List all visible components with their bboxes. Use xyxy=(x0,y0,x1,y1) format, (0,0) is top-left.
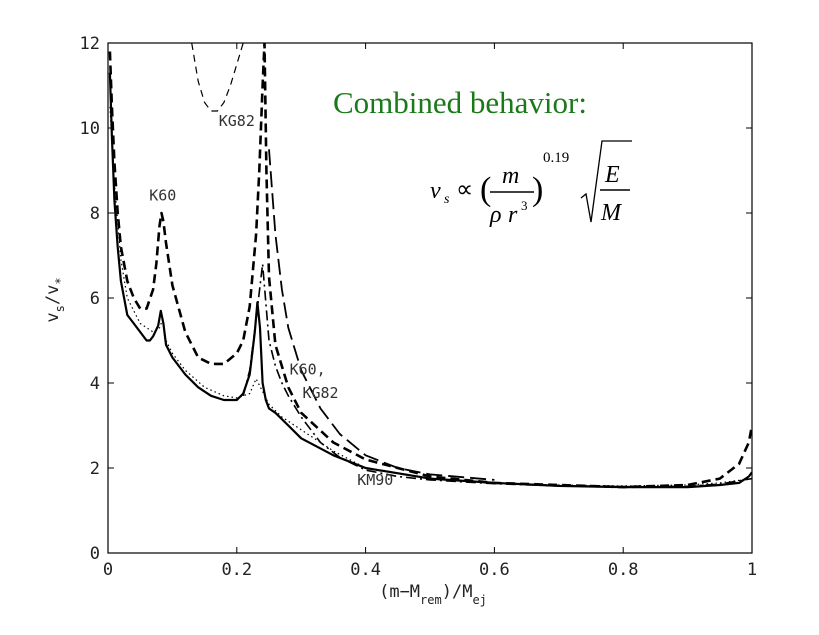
annotation-label: K60, xyxy=(290,361,326,379)
series-line-longdash xyxy=(268,149,495,481)
chart-title: Combined behavior: xyxy=(333,85,587,120)
series-line-dotted xyxy=(109,106,752,487)
annotation-layer: KG82 K60 K60, KG82 KM90 xyxy=(149,112,393,489)
y-tick-label: 4 xyxy=(90,374,100,394)
y-tick-label: 6 xyxy=(90,289,100,309)
y-axis-label-sub1: s xyxy=(53,305,67,312)
y-tick-label: 2 xyxy=(90,459,100,479)
x-axis-label-sub2: ej xyxy=(472,593,486,607)
annotation-label: KG82 xyxy=(302,384,338,402)
formula-relation: ∝ xyxy=(456,177,473,203)
formula-frac-r: r xyxy=(508,202,518,228)
formula-exponent: 0.19 xyxy=(543,150,569,166)
series-line-dashdot xyxy=(242,263,752,488)
y-tick-label: 12 xyxy=(80,34,100,54)
x-axis-label-prefix: (m−M xyxy=(379,582,420,602)
formula-frac-exp: 3 xyxy=(521,198,528,213)
annotation-label: KG82 xyxy=(219,112,255,130)
x-tick-label: 0.4 xyxy=(350,560,381,580)
formula-paren-open: ( xyxy=(480,171,491,208)
y-tick-label: 10 xyxy=(80,119,100,139)
x-axis-label-sub1: rem xyxy=(420,593,442,607)
formula: v s ∝ ( m ρ r 3 ) 0.19 E M xyxy=(430,140,632,228)
series-layer xyxy=(108,43,752,489)
y-axis-label-sub2: * xyxy=(53,277,67,284)
y-tick-label: 0 xyxy=(90,544,100,564)
series-line-solid xyxy=(108,72,752,489)
annotation-label: K60 xyxy=(149,186,176,204)
x-tick-label: 0.8 xyxy=(608,560,639,580)
annotation-label: KM90 xyxy=(357,471,393,489)
y-tick-label: 8 xyxy=(90,204,100,224)
formula-frac-rho: ρ xyxy=(489,202,502,228)
formula-sqrt-den: M xyxy=(600,200,623,226)
formula-v: v xyxy=(430,178,441,204)
x-tick-label: 0.2 xyxy=(221,560,252,580)
y-axis-label-mid: /v xyxy=(43,285,63,305)
x-tick-label: 0 xyxy=(103,560,113,580)
formula-v-sub: s xyxy=(444,192,450,207)
y-axis-label-main: v xyxy=(43,312,63,322)
formula-sqrt-sign xyxy=(580,140,632,223)
formula-sqrt-num: E xyxy=(604,162,620,188)
y-axis-label: vs/v* xyxy=(43,277,67,322)
formula-frac-num: m xyxy=(502,163,519,189)
x-axis-label-mid: )/M xyxy=(442,582,473,602)
series-line-thin-dashed xyxy=(191,43,244,112)
x-axis-label: (m−Mrem)/Mej xyxy=(379,582,487,607)
x-tick-label: 0.6 xyxy=(479,560,510,580)
formula-paren-close: ) xyxy=(532,171,543,208)
x-tick-label: 1 xyxy=(747,560,757,580)
